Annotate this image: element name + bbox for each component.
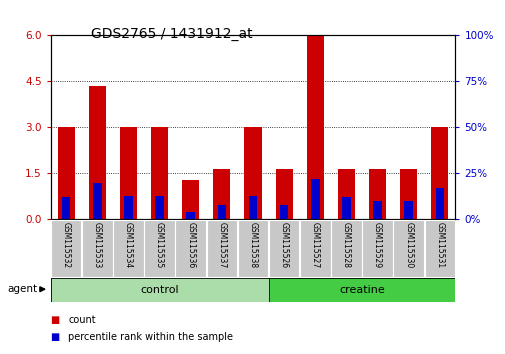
Text: GSM115532: GSM115532 [62, 222, 71, 269]
Bar [341, 198, 350, 219]
Bar [268, 220, 299, 277]
Bar [213, 169, 230, 219]
Bar [373, 201, 381, 219]
Bar [424, 220, 454, 277]
Text: GSM115527: GSM115527 [310, 222, 319, 269]
Bar [124, 195, 132, 219]
Bar [120, 127, 137, 219]
Bar [62, 198, 70, 219]
Text: agent: agent [8, 284, 38, 294]
Text: creatine: creatine [338, 285, 384, 295]
Bar [82, 220, 112, 277]
Text: GSM115530: GSM115530 [403, 222, 413, 269]
Bar [337, 169, 355, 219]
Bar [362, 220, 392, 277]
Bar [182, 179, 199, 219]
Text: percentile rank within the sample: percentile rank within the sample [68, 332, 233, 342]
Text: ■: ■ [50, 315, 60, 325]
Bar [275, 169, 292, 219]
Text: GDS2765 / 1431912_at: GDS2765 / 1431912_at [91, 27, 252, 41]
Bar [311, 179, 319, 219]
Bar [368, 169, 385, 219]
Bar [150, 127, 168, 219]
Text: GSM115537: GSM115537 [217, 222, 226, 269]
Bar [175, 220, 206, 277]
Bar [330, 220, 361, 277]
Text: GSM115529: GSM115529 [372, 222, 381, 269]
Bar [237, 220, 268, 277]
Text: count: count [68, 315, 96, 325]
Text: GSM115535: GSM115535 [155, 222, 164, 269]
Bar [268, 278, 454, 302]
Bar [113, 220, 143, 277]
Bar [435, 188, 443, 219]
Text: GSM115528: GSM115528 [341, 222, 350, 268]
Bar [88, 86, 106, 219]
Text: GSM115526: GSM115526 [279, 222, 288, 269]
Bar [51, 220, 81, 277]
Text: GSM115538: GSM115538 [248, 222, 257, 269]
Text: control: control [140, 285, 179, 295]
Bar [393, 220, 423, 277]
Bar [58, 127, 75, 219]
Bar [403, 201, 412, 219]
Bar [430, 127, 447, 219]
Bar [399, 169, 417, 219]
Bar [144, 220, 175, 277]
Text: GSM115536: GSM115536 [186, 222, 195, 269]
Bar [186, 212, 194, 219]
Text: GSM115534: GSM115534 [124, 222, 133, 269]
Bar [206, 220, 237, 277]
Bar [155, 195, 164, 219]
Text: GSM115533: GSM115533 [92, 222, 102, 269]
Bar [93, 183, 102, 219]
Bar [279, 205, 288, 219]
Bar [50, 278, 268, 302]
Bar [306, 35, 323, 219]
Bar [248, 195, 257, 219]
Bar [217, 205, 226, 219]
Text: ■: ■ [50, 332, 60, 342]
Bar [299, 220, 330, 277]
Text: GSM115531: GSM115531 [434, 222, 443, 269]
Bar [244, 127, 261, 219]
